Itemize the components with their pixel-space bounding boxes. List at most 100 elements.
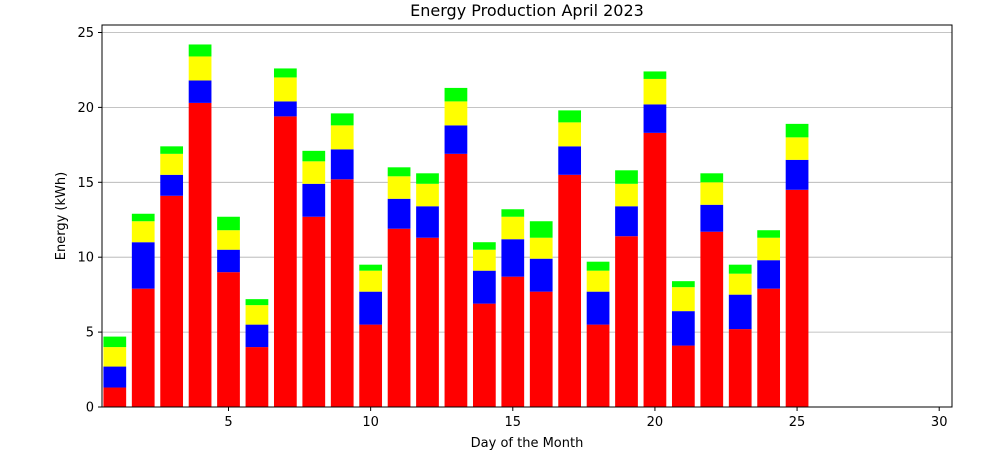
bar-segment-day-11-series-1 (387, 198, 411, 229)
bar-segment-day-24-series-1 (757, 260, 781, 289)
bar-segment-day-1-series-0 (103, 387, 127, 407)
bar-segment-day-15-series-0 (501, 276, 525, 407)
bar-segment-day-14-series-0 (472, 303, 496, 407)
y-tick-label: 10 (77, 251, 94, 266)
bar-segment-day-22-series-3 (700, 173, 724, 183)
bar-segment-day-21-series-0 (671, 345, 695, 407)
bar-segment-day-6-series-0 (245, 347, 269, 407)
y-tick-label: 5 (86, 326, 94, 341)
bar-segment-day-23-series-0 (728, 329, 752, 407)
bar-segment-day-17-series-2 (558, 122, 582, 147)
bar-segment-day-11-series-0 (387, 228, 411, 407)
bar-segment-day-16-series-1 (529, 258, 553, 292)
y-tick-label: 15 (77, 176, 94, 191)
bar-segment-day-1-series-3 (103, 336, 127, 348)
bar-segment-day-4-series-0 (188, 102, 212, 407)
bar-segment-day-20-series-0 (643, 132, 667, 407)
bar-segment-day-4-series-1 (188, 80, 212, 103)
bar-segment-day-22-series-1 (700, 204, 724, 232)
bar-segment-day-15-series-3 (501, 209, 525, 217)
bar-segment-day-15-series-2 (501, 216, 525, 240)
bar-segment-day-3-series-3 (160, 146, 184, 154)
bar-segment-day-18-series-2 (586, 270, 610, 292)
x-tick-label: 20 (647, 415, 664, 430)
bar-segment-day-16-series-3 (529, 221, 553, 238)
bar-segment-day-20-series-3 (643, 71, 667, 79)
bar-segment-day-8-series-0 (302, 216, 326, 407)
bar-segment-day-6-series-2 (245, 305, 269, 325)
bar-segment-day-17-series-3 (558, 110, 582, 123)
bar-segment-day-7-series-2 (273, 77, 297, 102)
bar-segment-day-24-series-2 (757, 237, 781, 261)
bar-segment-day-17-series-1 (558, 146, 582, 175)
chart-title: Energy Production April 2023 (410, 1, 644, 20)
bar-segment-day-14-series-3 (472, 242, 496, 250)
bar-segment-day-3-series-0 (160, 195, 184, 407)
x-tick-label: 25 (789, 415, 806, 430)
bars-layer (103, 44, 809, 407)
bar-segment-day-25-series-1 (785, 159, 809, 190)
bar-segment-day-13-series-0 (444, 153, 468, 407)
bar-segment-day-2-series-2 (131, 221, 155, 243)
bar-segment-day-9-series-2 (330, 125, 354, 150)
bar-segment-day-2-series-1 (131, 242, 155, 289)
bar-segment-day-6-series-3 (245, 299, 269, 306)
x-tick-label: 10 (362, 415, 379, 430)
bar-segment-day-24-series-3 (757, 230, 781, 238)
bar-segment-day-5-series-1 (217, 249, 240, 273)
bar-segment-day-2-series-0 (131, 288, 155, 407)
bar-segment-day-3-series-1 (160, 174, 184, 196)
bar-segment-day-20-series-2 (643, 78, 667, 105)
x-tick-label: 5 (224, 415, 232, 430)
bar-segment-day-22-series-2 (700, 182, 724, 205)
bar-segment-day-18-series-3 (586, 261, 610, 271)
bar-segment-day-9-series-3 (330, 113, 354, 126)
bar-segment-day-13-series-1 (444, 125, 468, 154)
bar-segment-day-5-series-3 (217, 216, 240, 231)
bar-segment-day-19-series-2 (615, 183, 638, 207)
y-tick-label: 20 (77, 101, 94, 116)
bar-segment-day-10-series-1 (359, 291, 383, 325)
bar-segment-day-18-series-0 (586, 324, 610, 407)
bar-segment-day-2-series-3 (131, 213, 155, 222)
bar-segment-day-16-series-0 (529, 291, 553, 407)
bar-segment-day-14-series-2 (472, 249, 496, 271)
bar-segment-day-9-series-0 (330, 179, 354, 407)
bar-segment-day-24-series-0 (757, 288, 781, 407)
y-axis-label: Energy (kWh) (54, 172, 69, 260)
bar-segment-day-3-series-2 (160, 153, 184, 175)
bar-segment-day-12-series-0 (416, 237, 439, 407)
bar-segment-day-10-series-2 (359, 270, 383, 292)
ticks-layer: 0 5 10 15 20 25 5 10 15 20 25 30 (77, 26, 947, 430)
plot-frame (101, 24, 953, 408)
bar-segment-day-17-series-0 (558, 174, 582, 407)
bar-segment-day-9-series-1 (330, 149, 354, 180)
y-tick-label: 25 (77, 26, 94, 41)
bar-segment-day-19-series-1 (615, 206, 638, 237)
y-tick-label: 0 (86, 401, 94, 416)
x-tick-label: 15 (505, 415, 522, 430)
bar-segment-day-7-series-0 (273, 116, 297, 407)
bar-segment-day-4-series-2 (188, 56, 212, 81)
bar-segment-day-12-series-3 (416, 173, 439, 184)
bar-segment-day-5-series-0 (217, 272, 240, 407)
bar-segment-day-14-series-1 (472, 270, 496, 304)
bar-segment-day-21-series-2 (671, 287, 695, 312)
bar-segment-day-16-series-2 (529, 237, 553, 259)
bar-segment-day-20-series-1 (643, 104, 667, 133)
bar-segment-day-8-series-1 (302, 183, 326, 217)
bar-segment-day-25-series-3 (785, 123, 809, 138)
bar-segment-day-7-series-3 (273, 68, 297, 78)
bar-segment-day-18-series-1 (586, 291, 610, 325)
bar-segment-day-23-series-3 (728, 264, 752, 274)
bar-segment-day-8-series-3 (302, 150, 326, 162)
bar-segment-day-19-series-3 (615, 170, 638, 184)
bar-segment-day-13-series-3 (444, 87, 468, 102)
bar-segment-day-1-series-2 (103, 347, 127, 367)
bar-segment-day-1-series-1 (103, 366, 127, 388)
x-tick-label: 30 (931, 415, 948, 430)
bar-segment-day-19-series-0 (615, 236, 638, 407)
bar-segment-day-25-series-0 (785, 189, 809, 407)
bar-segment-day-21-series-1 (671, 311, 695, 346)
